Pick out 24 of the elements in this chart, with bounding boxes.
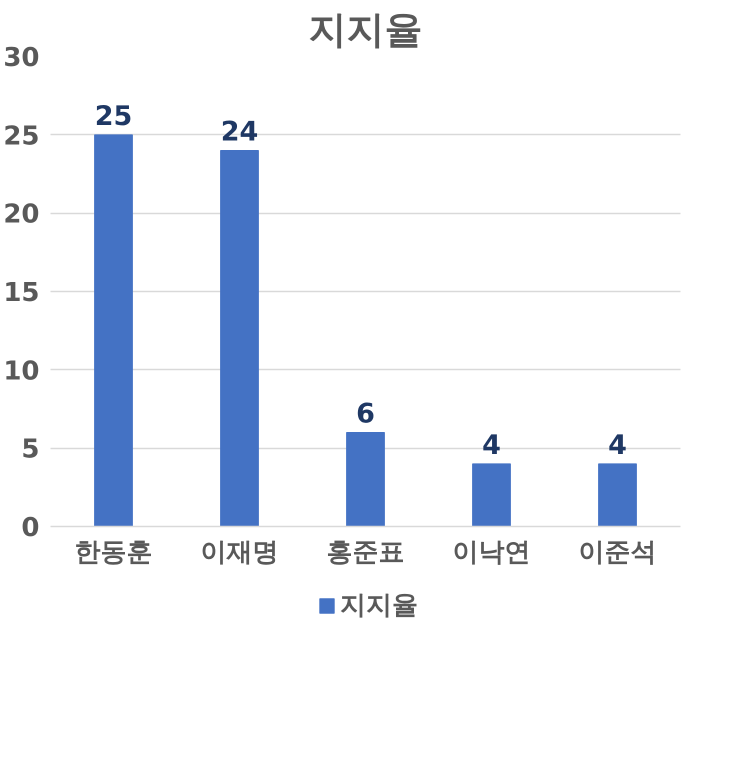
y-tick-label: 0 <box>21 513 40 543</box>
y-tick-label: 30 <box>3 43 40 73</box>
data-label: 4 <box>482 430 501 461</box>
legend-label: 지지율 <box>340 590 418 622</box>
data-label: 4 <box>608 430 627 461</box>
bar <box>472 463 511 526</box>
y-tick-label: 10 <box>3 356 40 386</box>
x-tick-label: 이준석 <box>578 538 656 568</box>
bar <box>94 134 133 526</box>
x-tick-label: 한동훈 <box>74 538 152 568</box>
y-tick-label: 20 <box>3 200 40 230</box>
bar <box>598 463 637 526</box>
data-label: 24 <box>220 116 258 148</box>
y-tick-label: 15 <box>3 278 40 308</box>
x-tick-label: 이재명 <box>200 538 278 568</box>
y-tick-label: 5 <box>21 434 40 465</box>
data-label: 25 <box>94 100 132 132</box>
y-tick-label: 25 <box>3 121 40 152</box>
chart-title: 지지율 <box>308 8 422 52</box>
x-tick-label: 홍준표 <box>326 538 404 568</box>
data-label: 6 <box>356 398 375 430</box>
bar <box>346 432 385 526</box>
bar <box>220 150 259 526</box>
x-tick-label: 이낙연 <box>452 538 530 568</box>
